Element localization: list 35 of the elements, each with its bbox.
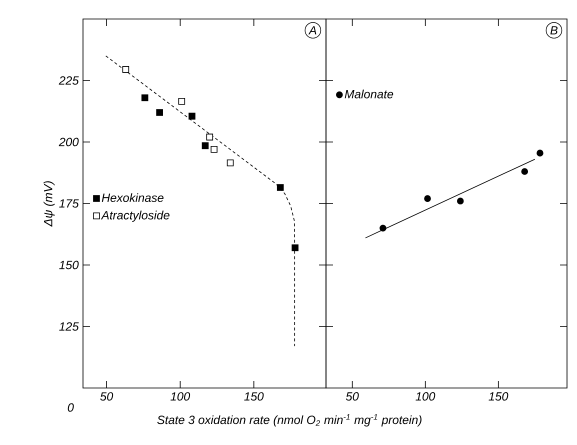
point — [141, 94, 148, 102]
y-tick-label: 175 — [59, 199, 79, 208]
point — [202, 142, 209, 150]
annotation: A — [308, 26, 316, 34]
point — [536, 150, 544, 156]
point — [292, 244, 298, 252]
point — [521, 168, 528, 175]
point — [210, 146, 218, 153]
x-tick-label: 100 — [170, 392, 190, 401]
point — [456, 198, 464, 204]
point — [424, 195, 431, 202]
point — [276, 184, 284, 191]
point — [226, 160, 234, 166]
y-axis-title: Δψ (mV) — [44, 181, 55, 227]
y-tick-label: 225 — [58, 76, 79, 85]
point — [122, 66, 130, 73]
x-tick-label: 100 — [416, 392, 436, 401]
x-tick-label: 50 — [346, 392, 359, 401]
x-tick-label: 50 — [100, 392, 114, 401]
x-axis-title: State 3 oxidation rate (nmol O$_{2}$ min$^{-1}$ mg$^{-1}$ protein) — [157, 414, 422, 426]
legend-label: Malonate — [344, 90, 394, 98]
point — [178, 98, 186, 105]
point — [206, 134, 214, 140]
point — [380, 224, 386, 232]
y-tick-label: 125 — [59, 322, 79, 331]
legend-label: Hexokinase — [102, 193, 164, 202]
y-tick-label: 150 — [59, 260, 79, 270]
point — [156, 109, 163, 116]
y-tick-label: 200 — [58, 138, 79, 146]
annotation: B — [550, 26, 558, 34]
point — [188, 112, 196, 120]
text: 0 — [68, 403, 74, 412]
x-tick-label: 150 — [488, 392, 508, 401]
legend-label: Atractyloside — [100, 210, 170, 222]
x-tick-label: 150 — [244, 392, 264, 401]
